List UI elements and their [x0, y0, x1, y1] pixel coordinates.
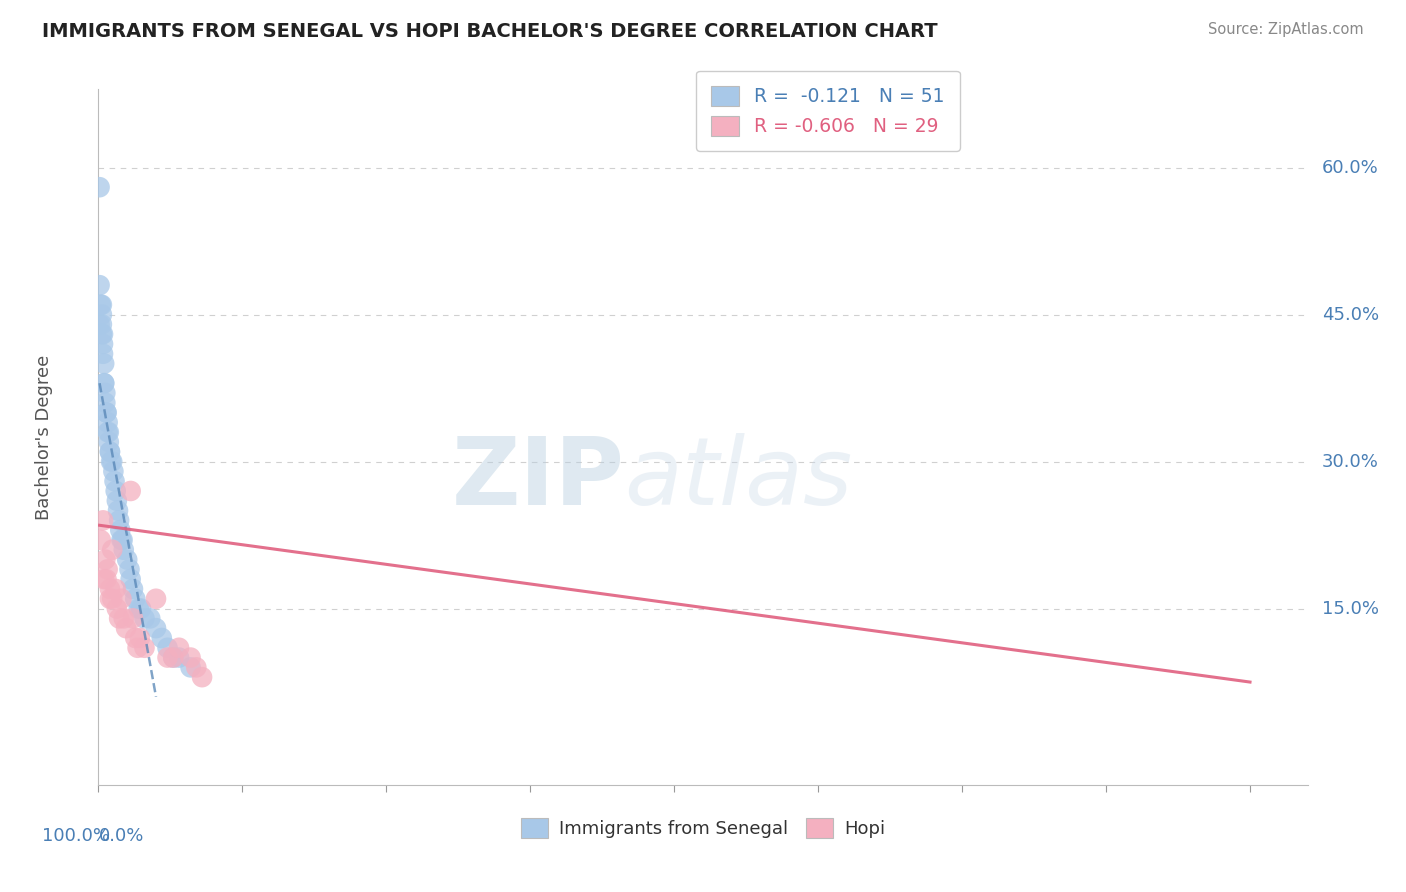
Point — [128, 631, 150, 645]
Point — [112, 542, 135, 557]
Point — [162, 650, 184, 665]
Point — [93, 376, 115, 391]
Point — [90, 298, 112, 312]
Point — [90, 318, 112, 332]
Point — [122, 611, 145, 625]
Point — [110, 591, 132, 606]
Point — [97, 425, 120, 440]
Point — [96, 406, 118, 420]
Point — [108, 513, 131, 527]
Point — [191, 670, 214, 684]
Point — [111, 533, 134, 547]
Point — [94, 386, 117, 401]
Point — [89, 318, 111, 332]
Point — [91, 327, 114, 342]
Point — [100, 454, 122, 468]
Point — [101, 542, 124, 557]
Point — [110, 523, 132, 537]
Point — [118, 562, 141, 576]
Point — [115, 552, 138, 566]
Legend: Immigrants from Senegal, Hopi: Immigrants from Senegal, Hopi — [513, 811, 893, 846]
Point — [96, 406, 118, 420]
Point — [162, 650, 184, 665]
Point — [89, 180, 111, 194]
Point — [98, 582, 121, 596]
Point — [180, 650, 202, 665]
Point — [91, 347, 114, 361]
Point — [97, 425, 120, 440]
Point — [90, 533, 112, 547]
Point — [120, 572, 142, 586]
Point — [124, 591, 146, 606]
Point — [120, 483, 142, 498]
Text: 45.0%: 45.0% — [1322, 306, 1379, 324]
Point — [98, 444, 121, 458]
Text: 15.0%: 15.0% — [1322, 599, 1379, 617]
Point — [91, 337, 114, 351]
Point — [101, 454, 124, 468]
Point — [108, 611, 131, 625]
Point — [145, 591, 167, 606]
Point — [112, 611, 135, 625]
Point — [167, 650, 190, 665]
Point — [93, 376, 115, 391]
Point — [110, 533, 132, 547]
Point — [156, 640, 179, 655]
Point — [90, 327, 112, 342]
Point — [89, 278, 111, 293]
Point — [103, 474, 125, 488]
Point — [180, 660, 202, 674]
Point — [150, 631, 173, 645]
Point — [91, 513, 114, 527]
Point — [124, 631, 146, 645]
Text: 0.0%: 0.0% — [98, 827, 143, 845]
Text: IMMIGRANTS FROM SENEGAL VS HOPI BACHELOR'S DEGREE CORRELATION CHART: IMMIGRANTS FROM SENEGAL VS HOPI BACHELOR… — [42, 22, 938, 41]
Text: 30.0%: 30.0% — [1322, 452, 1379, 471]
Point — [167, 640, 190, 655]
Point — [104, 582, 127, 596]
Point — [90, 308, 112, 322]
Point — [104, 483, 127, 498]
Point — [134, 611, 156, 625]
Point — [186, 660, 208, 674]
Point — [98, 444, 121, 458]
Point — [96, 572, 118, 586]
Text: atlas: atlas — [624, 434, 852, 524]
Point — [93, 357, 115, 371]
Point — [93, 572, 115, 586]
Point — [115, 621, 138, 635]
Point — [122, 582, 145, 596]
Text: Source: ZipAtlas.com: Source: ZipAtlas.com — [1208, 22, 1364, 37]
Point — [98, 591, 121, 606]
Text: Bachelor's Degree: Bachelor's Degree — [35, 354, 53, 520]
Point — [105, 493, 128, 508]
Point — [105, 601, 128, 615]
Point — [139, 611, 162, 625]
Point — [129, 601, 152, 615]
Text: ZIP: ZIP — [451, 433, 624, 524]
Text: 60.0%: 60.0% — [1322, 159, 1379, 177]
Point — [97, 434, 120, 449]
Point — [128, 601, 150, 615]
Text: 100.0%: 100.0% — [42, 827, 110, 845]
Point — [103, 464, 125, 478]
Point — [97, 562, 120, 576]
Point — [134, 640, 156, 655]
Point — [90, 298, 112, 312]
Point — [94, 552, 117, 566]
Point — [145, 621, 167, 635]
Point — [156, 650, 179, 665]
Point — [107, 503, 129, 517]
Point — [94, 396, 117, 410]
Point — [101, 591, 124, 606]
Point — [97, 416, 120, 430]
Point — [127, 640, 149, 655]
